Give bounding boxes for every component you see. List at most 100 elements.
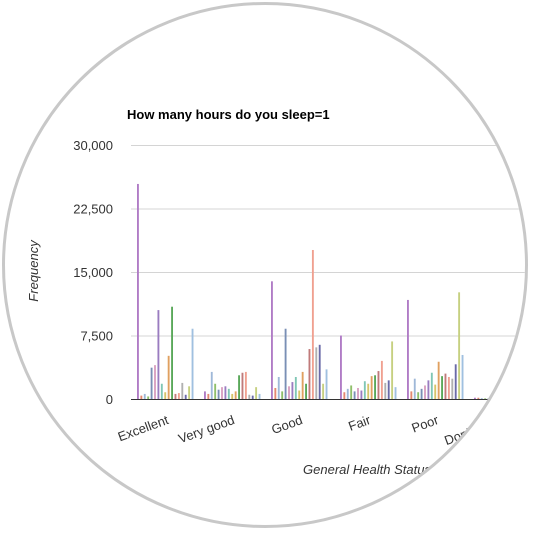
bar [244, 371, 247, 399]
bar [298, 390, 301, 399]
bar [288, 386, 290, 399]
bar [494, 398, 497, 399]
bar [384, 382, 387, 399]
circular-frame: How many hours do you sleep=1 0 7,500 15,0… [2, 2, 528, 528]
bar [525, 391, 527, 399]
bar [377, 371, 380, 399]
bar [427, 380, 430, 399]
bar [413, 378, 416, 399]
bar [248, 394, 251, 399]
y-tick-label: 15,000 [73, 265, 113, 280]
gridlines [131, 145, 525, 337]
x-category-label: Don't know [442, 412, 508, 448]
bar [340, 335, 342, 399]
bar [137, 183, 139, 399]
bar [454, 364, 457, 399]
bar [477, 397, 480, 399]
bar [274, 387, 277, 399]
chart: How many hours do you sleep=1 0 7,500 15,0… [26, 107, 527, 477]
bar [394, 387, 397, 399]
bar [387, 380, 390, 399]
bar [461, 354, 464, 399]
bar [360, 390, 363, 399]
bar [231, 393, 234, 399]
bar [308, 349, 311, 399]
bar [424, 385, 426, 399]
bar [301, 371, 304, 399]
bar [305, 383, 307, 399]
bar [437, 361, 440, 399]
bar [491, 397, 493, 399]
bar [458, 292, 461, 399]
bar [374, 375, 376, 399]
bar [434, 384, 437, 399]
bar [380, 360, 383, 399]
bar [294, 376, 297, 399]
bar [157, 310, 160, 399]
bar [255, 387, 258, 399]
bar [140, 395, 143, 399]
x-category-label: Very good [176, 412, 236, 446]
bar [363, 381, 366, 399]
bar [191, 328, 194, 399]
bar [207, 393, 210, 399]
x-category-label: Good [269, 412, 304, 437]
bar [238, 375, 240, 399]
bar [407, 299, 409, 399]
bar [391, 341, 394, 399]
y-tick-label: 22,500 [73, 202, 113, 217]
bar [508, 398, 510, 399]
bar [177, 393, 180, 399]
bar [518, 398, 521, 399]
bar [487, 398, 490, 399]
bar [147, 396, 150, 399]
y-tick-label: 30,000 [73, 138, 113, 153]
bar [204, 391, 206, 399]
bar [311, 249, 314, 399]
bar [150, 367, 153, 399]
bar [511, 398, 514, 399]
bar [441, 376, 443, 399]
bar [315, 347, 318, 399]
bar [504, 397, 507, 399]
bar [346, 388, 349, 399]
bar [154, 365, 156, 399]
bar [370, 376, 373, 399]
bar [181, 382, 184, 399]
bar [214, 383, 217, 399]
bar [291, 382, 294, 399]
bar [234, 391, 237, 399]
bar [497, 398, 500, 399]
x-axis-title: General Health Status [303, 462, 431, 477]
bar [451, 378, 454, 399]
bar [210, 371, 213, 399]
bar [188, 386, 191, 399]
bar [325, 369, 328, 399]
y-axis-title: Frequency [26, 239, 41, 302]
bar [241, 372, 244, 399]
bar [271, 281, 273, 399]
bar [318, 344, 321, 399]
bar [353, 391, 356, 399]
x-category-label: Fair [346, 412, 373, 434]
bar [174, 393, 177, 399]
bar [171, 306, 173, 399]
bar [417, 392, 420, 399]
y-tick-label: 0 [106, 392, 113, 407]
x-category-label: Excellent [116, 412, 171, 444]
bar [447, 376, 450, 399]
x-axis-categories: Excellent Very good Good Fair Poor Don't know [116, 412, 508, 448]
y-tick-label: 7,500 [80, 329, 113, 344]
bar [480, 398, 483, 399]
bar [514, 398, 517, 399]
bar [484, 398, 487, 399]
bar [474, 397, 476, 399]
bar [184, 394, 187, 399]
bar [277, 376, 280, 399]
bar [281, 391, 284, 399]
bar [160, 383, 163, 399]
bar [221, 387, 223, 399]
bar [251, 395, 254, 399]
bar [410, 391, 413, 399]
bars [137, 183, 527, 399]
